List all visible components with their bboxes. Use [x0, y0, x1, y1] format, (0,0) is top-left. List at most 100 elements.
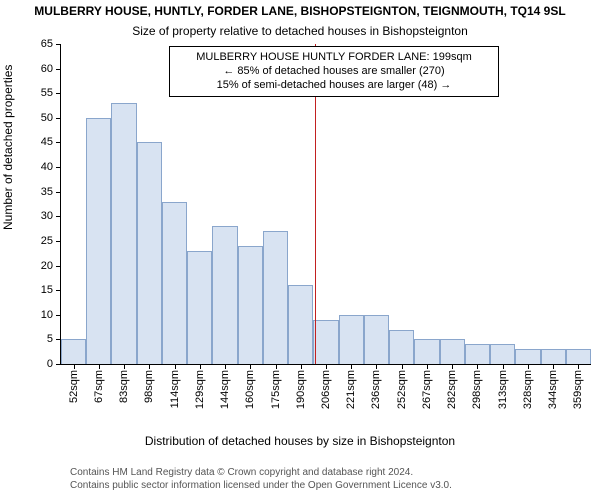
ytick-label: 20: [41, 260, 53, 272]
histogram-bar: [137, 142, 162, 364]
xtick-label: 98sqm: [143, 370, 155, 403]
xtick-mark: [326, 364, 327, 369]
histogram-bar: [515, 349, 540, 364]
xtick-label: 359sqm: [572, 370, 584, 409]
xtick-label: 129sqm: [194, 370, 206, 409]
xtick-label: 252sqm: [396, 370, 408, 409]
ytick-label: 0: [47, 358, 53, 370]
main-title: MULBERRY HOUSE, HUNTLY, FORDER LANE, BIS…: [0, 4, 600, 18]
xtick-mark: [250, 364, 251, 369]
xtick-mark: [528, 364, 529, 369]
histogram-bar: [339, 315, 364, 364]
xtick-mark: [452, 364, 453, 369]
xtick-mark: [402, 364, 403, 369]
xtick-mark: [503, 364, 504, 369]
histogram-bar: [490, 344, 515, 364]
ytick-mark: [56, 192, 61, 193]
histogram-bar: [187, 251, 212, 364]
xtick-mark: [200, 364, 201, 369]
histogram-bar: [238, 246, 263, 364]
ytick-label: 35: [41, 186, 53, 198]
ytick-label: 15: [41, 284, 53, 296]
ytick-mark: [56, 118, 61, 119]
xtick-label: 175sqm: [270, 370, 282, 409]
xtick-label: 298sqm: [471, 370, 483, 409]
ytick-mark: [56, 241, 61, 242]
ytick-mark: [56, 167, 61, 168]
histogram-bar: [61, 339, 86, 364]
xtick-mark: [225, 364, 226, 369]
ytick-label: 60: [41, 63, 53, 75]
histogram-plot: 05101520253035404550556065 52sqm67sqm83s…: [60, 44, 591, 365]
ytick-mark: [56, 44, 61, 45]
xtick-mark: [175, 364, 176, 369]
ytick-label: 50: [41, 112, 53, 124]
xtick-mark: [376, 364, 377, 369]
xtick-mark: [124, 364, 125, 369]
ytick-label: 45: [41, 136, 53, 148]
ytick-label: 40: [41, 161, 53, 173]
xtick-mark: [99, 364, 100, 369]
annotation-box: MULBERRY HOUSE HUNTLY FORDER LANE: 199sq…: [169, 46, 499, 97]
ytick-label: 55: [41, 87, 53, 99]
xtick-label: 190sqm: [295, 370, 307, 409]
xtick-label: 344sqm: [547, 370, 559, 409]
xtick-mark: [301, 364, 302, 369]
xtick-label: 114sqm: [169, 370, 181, 408]
histogram-bar: [313, 320, 338, 364]
ytick-mark: [56, 315, 61, 316]
ytick-label: 5: [47, 333, 53, 345]
ytick-mark: [56, 364, 61, 365]
xtick-mark: [74, 364, 75, 369]
histogram-bar: [414, 339, 439, 364]
xtick-mark: [578, 364, 579, 369]
histogram-bar: [162, 202, 187, 364]
xtick-label: 206sqm: [320, 370, 332, 409]
xtick-label: 83sqm: [118, 370, 130, 403]
footnote-2: Contains public sector information licen…: [70, 479, 452, 492]
ytick-mark: [56, 69, 61, 70]
ytick-mark: [56, 216, 61, 217]
y-axis-label: Number of detached properties: [1, 65, 15, 230]
xtick-label: 267sqm: [421, 370, 433, 409]
xtick-mark: [427, 364, 428, 369]
ytick-label: 10: [41, 309, 53, 321]
ytick-mark: [56, 93, 61, 94]
histogram-bar: [111, 103, 136, 364]
histogram-bar: [86, 118, 111, 364]
x-axis-label: Distribution of detached houses by size …: [0, 434, 600, 448]
xtick-mark: [149, 364, 150, 369]
ytick-label: 25: [41, 235, 53, 247]
xtick-label: 236sqm: [370, 370, 382, 409]
xtick-label: 52sqm: [68, 370, 80, 403]
footnotes: Contains HM Land Registry data © Crown c…: [70, 466, 452, 492]
histogram-bar: [263, 231, 288, 364]
xtick-label: 328sqm: [522, 370, 534, 409]
histogram-bar: [440, 339, 465, 364]
footnote-1: Contains HM Land Registry data © Crown c…: [70, 466, 452, 479]
xtick-label: 67sqm: [93, 370, 105, 403]
xtick-label: 282sqm: [446, 370, 458, 409]
xtick-mark: [276, 364, 277, 369]
xtick-label: 160sqm: [244, 370, 256, 409]
ytick-mark: [56, 142, 61, 143]
histogram-bar: [465, 344, 490, 364]
sub-title: Size of property relative to detached ho…: [0, 24, 600, 38]
xtick-label: 313sqm: [497, 370, 509, 409]
ytick-mark: [56, 290, 61, 291]
xtick-mark: [553, 364, 554, 369]
ytick-label: 30: [41, 210, 53, 222]
annotation-line-3: 15% of semi-detached houses are larger (…: [178, 79, 490, 93]
histogram-bar: [364, 315, 389, 364]
xtick-label: 221sqm: [345, 370, 357, 409]
histogram-bar: [389, 330, 414, 364]
xtick-label: 144sqm: [219, 370, 231, 409]
annotation-line-2: ← 85% of detached houses are smaller (27…: [178, 65, 490, 79]
ytick-mark: [56, 339, 61, 340]
xtick-mark: [477, 364, 478, 369]
histogram-bar: [541, 349, 566, 364]
ytick-label: 65: [41, 38, 53, 50]
ytick-mark: [56, 266, 61, 267]
histogram-bar: [566, 349, 591, 364]
histogram-bar: [212, 226, 237, 364]
